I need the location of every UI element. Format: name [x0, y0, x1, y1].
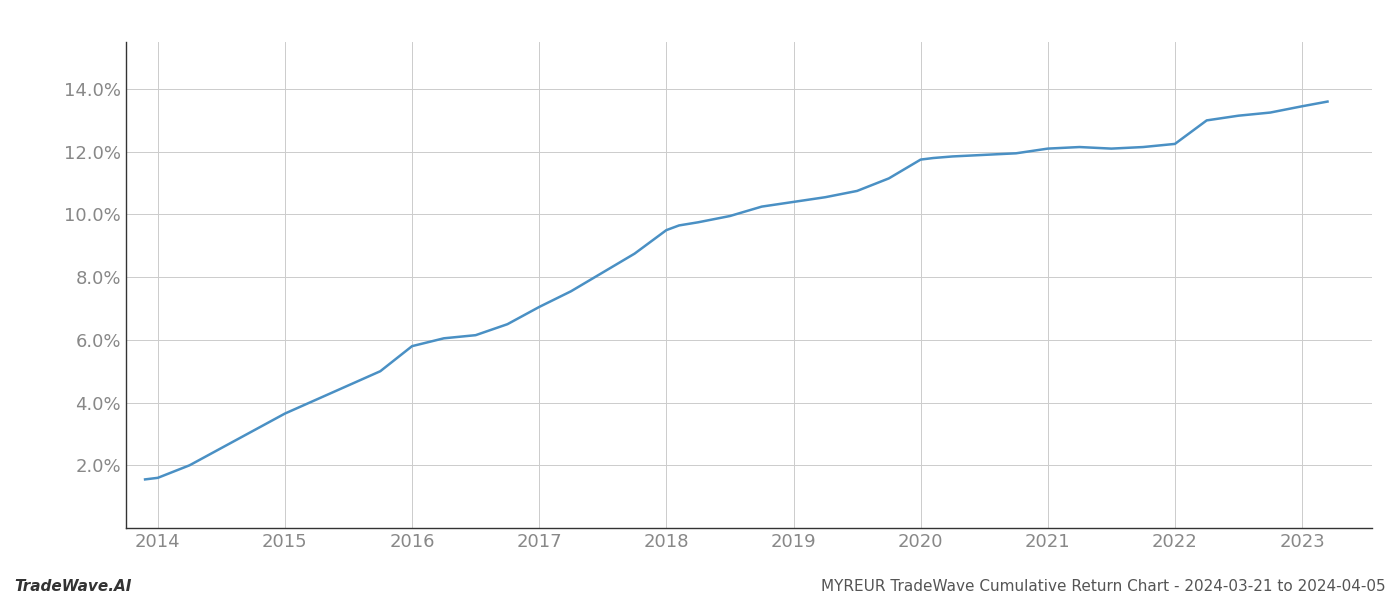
Text: TradeWave.AI: TradeWave.AI: [14, 579, 132, 594]
Text: MYREUR TradeWave Cumulative Return Chart - 2024-03-21 to 2024-04-05: MYREUR TradeWave Cumulative Return Chart…: [822, 579, 1386, 594]
